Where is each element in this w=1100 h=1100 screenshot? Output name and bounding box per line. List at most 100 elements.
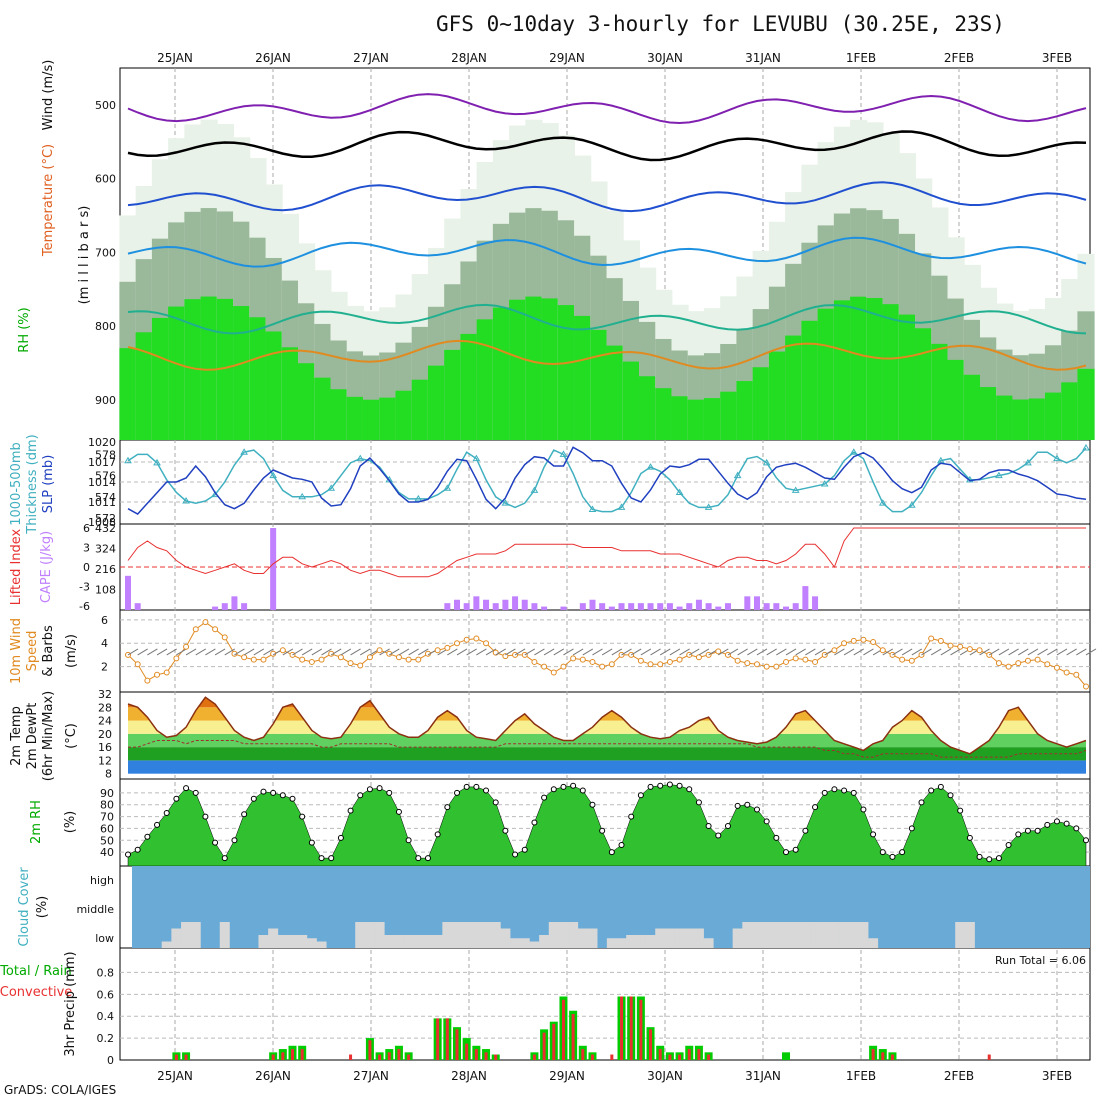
rh-shade-high xyxy=(703,398,722,440)
temp-line xyxy=(127,696,1087,755)
wind-speed-point xyxy=(279,647,286,654)
wind-speed-point xyxy=(357,662,364,669)
rh-shade-high xyxy=(622,361,640,440)
rh-point xyxy=(1034,827,1041,834)
rh-shade-high xyxy=(379,397,397,440)
thickness-point xyxy=(1082,444,1090,451)
rh-shade-high xyxy=(768,351,787,440)
wind-tick-label: 2 xyxy=(101,661,108,674)
wind-barb xyxy=(795,648,806,656)
temp-axis-label: (°C) xyxy=(64,723,79,749)
rh-point xyxy=(125,851,131,858)
precip-convective-bar xyxy=(542,1032,546,1060)
low-cloud-bar xyxy=(558,922,569,948)
rh-shade-high xyxy=(249,317,267,440)
cape-bar xyxy=(531,603,538,610)
rh-shade-high xyxy=(882,304,900,440)
rh-shade-high xyxy=(1044,392,1063,440)
rh-point xyxy=(589,801,596,808)
low-cloud-bar xyxy=(422,935,433,948)
cape-bar xyxy=(483,599,490,610)
wind-barb xyxy=(205,648,216,656)
wind-barb xyxy=(156,648,168,656)
wind-speed-point xyxy=(502,653,509,660)
low-cloud-bar xyxy=(461,922,472,948)
thickness-point xyxy=(791,486,800,493)
rh-point xyxy=(783,849,790,856)
low-cloud-bar xyxy=(452,922,463,948)
wind-barb xyxy=(698,648,710,656)
rh-shade-high xyxy=(200,296,218,440)
wind-speed-point xyxy=(531,658,538,665)
wind-axis-label: Speed xyxy=(25,631,40,672)
rh-point xyxy=(724,823,731,830)
lifted-index-tick-label: -3 xyxy=(79,581,90,594)
low-cloud-bar xyxy=(442,922,453,948)
rh-shade-high xyxy=(151,317,170,440)
wind-speed-point xyxy=(463,636,470,643)
cape-bar xyxy=(502,599,509,610)
rh-shade-high xyxy=(492,307,511,440)
low-cloud-bar xyxy=(761,922,772,948)
rh-shade-high xyxy=(184,299,202,440)
rh-point xyxy=(250,795,257,802)
rh-shade-high xyxy=(736,381,754,440)
rh-point xyxy=(870,831,877,838)
rh-shade-high xyxy=(574,315,592,440)
low-cloud-bar xyxy=(393,935,404,948)
rh-shade-high xyxy=(476,319,494,440)
wind-speed-point xyxy=(212,626,219,633)
pressure-tick-label: 700 xyxy=(95,246,116,259)
rh-shade-high xyxy=(557,305,575,440)
wind-speed-point xyxy=(318,656,325,663)
wind-barb xyxy=(1085,648,1097,656)
slp-tick-label: 1020 xyxy=(88,436,116,449)
temp-band xyxy=(128,707,1086,721)
date-label-top: 28JAN xyxy=(451,51,487,65)
wind-speed-point xyxy=(550,669,557,676)
precip-convective-bar xyxy=(465,1043,469,1060)
wind-barb xyxy=(127,648,139,656)
precip-axis-label: 3hr Precip (mm) xyxy=(63,951,78,1056)
rh-point xyxy=(608,849,615,856)
precip-convective-bar xyxy=(987,1054,991,1060)
wind-barb xyxy=(611,648,623,656)
wind-barb xyxy=(863,648,874,656)
thickness-point xyxy=(124,456,132,464)
rh-point xyxy=(192,789,199,796)
wind-speed-point xyxy=(579,656,586,663)
thickness-point xyxy=(269,471,278,479)
wind-speed-point xyxy=(860,636,867,643)
wind-speed-point xyxy=(812,658,819,665)
cape-bar xyxy=(231,596,238,610)
cape-bar xyxy=(541,606,548,610)
rh-area xyxy=(127,784,1087,867)
rh-shade-high xyxy=(411,379,429,440)
rh-point xyxy=(599,827,606,834)
lifted-index-line xyxy=(127,527,1086,578)
rh-shade-high xyxy=(931,343,949,440)
wind-speed-point xyxy=(676,656,683,663)
cape-bar xyxy=(705,603,712,610)
rh-point xyxy=(947,792,954,799)
cape-bar xyxy=(783,606,790,610)
wind-speed-point xyxy=(763,663,770,670)
low-cloud-bar xyxy=(481,922,492,948)
rh-tick-label: 60 xyxy=(100,822,114,835)
precip-convective-bar xyxy=(494,1054,498,1060)
slp-tick-label: 1014 xyxy=(88,476,116,489)
rh-point xyxy=(357,792,364,799)
rh-shade-high xyxy=(1061,382,1079,440)
thickness-label: Thickness (dm) xyxy=(25,434,40,534)
thickness-point xyxy=(182,497,190,504)
precip-tick-label: 0.2 xyxy=(97,1032,115,1045)
temp-band xyxy=(128,747,1086,761)
rh-shade-high xyxy=(168,306,186,440)
wind-speed-point xyxy=(608,661,615,668)
cape-bar xyxy=(628,603,635,610)
rh-point xyxy=(879,849,886,856)
lifted-index-tick-label: 6 xyxy=(83,522,90,535)
lifted-index-label: Lifted Index xyxy=(9,528,24,605)
thickness-point xyxy=(646,463,655,470)
wind-barb xyxy=(853,648,865,656)
